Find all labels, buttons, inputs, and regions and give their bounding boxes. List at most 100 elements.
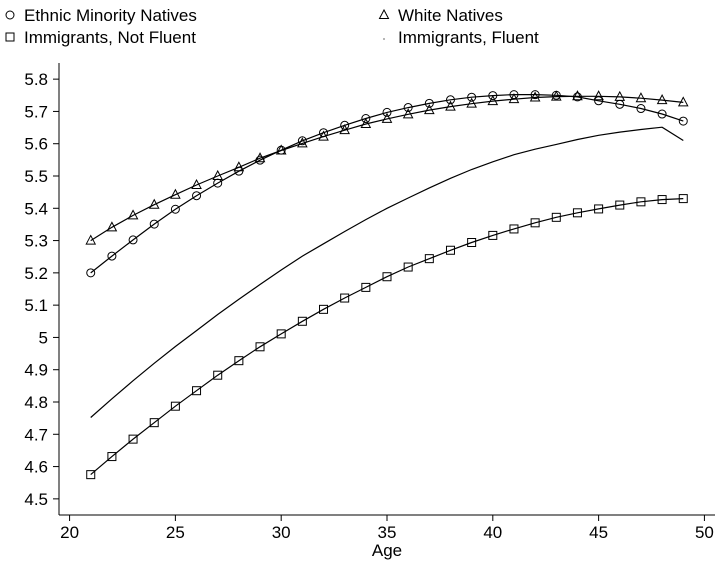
data-point-circle xyxy=(128,235,138,245)
data-point-circle xyxy=(530,90,540,100)
legend-label: White Natives xyxy=(398,6,503,25)
data-point-square xyxy=(572,208,582,218)
y-axis-ticks: 4.5 4.6 4.7 4.8 4.9 5 5.1 5.2 5.3 5.4 5.5 5.6 5.7 5.8 xyxy=(24,70,59,509)
x-tick-label: 25 xyxy=(166,523,185,542)
legend-key-triangle xyxy=(378,8,390,19)
y-tick-label: 5.7 xyxy=(24,102,48,121)
data-point-triangle xyxy=(339,124,351,135)
x-tick-label: 40 xyxy=(483,523,502,542)
data-point-circle xyxy=(636,104,646,114)
data-point-square xyxy=(382,272,392,282)
legend-item-white-natives: White Natives xyxy=(378,6,503,25)
x-axis-ticks: 20 25 30 35 40 45 50 xyxy=(60,515,714,542)
plot-area xyxy=(85,90,689,480)
series-line-immigrants-fluent xyxy=(90,126,684,418)
series-immigrants-fluent xyxy=(90,126,684,418)
data-point-triangle xyxy=(170,188,181,199)
data-point-circle xyxy=(192,191,202,201)
legend-label: Immigrants, Not Fluent xyxy=(24,28,196,47)
data-point-triangle xyxy=(297,137,308,148)
series-line-white-natives xyxy=(90,95,684,242)
data-point-circle xyxy=(657,109,667,119)
data-point-triangle xyxy=(191,178,202,190)
data-point-square xyxy=(488,230,498,240)
data-point-square xyxy=(509,224,519,234)
x-tick-label: 45 xyxy=(589,523,608,542)
data-point-triangle xyxy=(275,144,287,155)
data-point-square xyxy=(170,401,180,411)
data-point-circle xyxy=(382,107,392,117)
data-point-square xyxy=(636,197,646,207)
series-line-ethnic-minority-natives xyxy=(90,93,684,274)
y-tick-label: 5.5 xyxy=(24,167,48,186)
data-point-square xyxy=(594,204,604,214)
data-point-square xyxy=(678,194,688,204)
data-point-triangle xyxy=(529,91,541,102)
data-point-square xyxy=(128,434,138,444)
y-tick-label: 5.6 xyxy=(24,135,48,154)
data-point-circle xyxy=(107,251,117,261)
x-tick-label: 20 xyxy=(60,523,79,542)
data-point-square xyxy=(403,262,413,272)
data-point-triangle xyxy=(487,95,499,106)
data-point-circle xyxy=(445,95,455,105)
series-immigrants-not-fluent xyxy=(86,194,688,480)
data-point-circle xyxy=(678,116,688,126)
data-point-triangle xyxy=(85,234,97,245)
y-tick-label: 5.1 xyxy=(24,296,48,315)
data-point-circle xyxy=(86,268,96,278)
data-point-triangle xyxy=(445,100,456,111)
data-point-triangle xyxy=(614,90,626,101)
data-point-square xyxy=(192,386,202,396)
y-tick-label: 4.6 xyxy=(24,458,48,477)
data-point-triangle xyxy=(254,152,266,163)
y-tick-label: 4.9 xyxy=(24,361,48,380)
data-point-circle xyxy=(467,92,477,102)
legend-key-square xyxy=(5,32,15,42)
data-point-triangle xyxy=(148,198,160,209)
legend-label: Ethnic Minority Natives xyxy=(24,6,197,25)
y-tick-label: 4.8 xyxy=(24,393,48,412)
legend-item-immigrants-not-fluent: Immigrants, Not Fluent xyxy=(5,28,196,47)
data-point-square xyxy=(107,452,117,462)
series-white-natives xyxy=(85,90,689,245)
y-tick-label: 5.4 xyxy=(24,199,48,218)
legend-key-dot xyxy=(383,38,385,40)
data-point-square xyxy=(234,356,244,366)
data-point-triangle xyxy=(318,130,329,141)
data-point-square xyxy=(340,293,350,303)
legend: Ethnic Minority Natives White Natives Immi… xyxy=(5,6,539,47)
data-point-triangle xyxy=(572,90,583,101)
data-point-circle xyxy=(488,91,498,101)
x-axis-label: Age xyxy=(372,541,402,560)
data-point-circle xyxy=(170,204,180,214)
data-point-circle xyxy=(361,114,371,124)
x-tick-label: 50 xyxy=(695,523,714,542)
y-tick-label: 5 xyxy=(39,328,48,347)
data-point-square xyxy=(615,200,625,210)
data-point-square xyxy=(530,218,540,228)
y-tick-label: 5.8 xyxy=(24,70,48,89)
data-point-triangle xyxy=(466,97,477,108)
axes: 4.5 4.6 4.7 4.8 4.9 5 5.1 5.2 5.3 5.4 5.5 5.6 5.7 5.8… xyxy=(24,63,715,560)
data-point-square xyxy=(657,195,667,205)
data-point-triangle xyxy=(508,93,520,104)
series-line-immigrants-not-fluent xyxy=(90,198,684,476)
data-point-triangle xyxy=(212,169,224,180)
data-point-circle xyxy=(297,136,307,146)
data-point-square xyxy=(467,238,477,248)
y-tick-label: 5.2 xyxy=(24,264,48,283)
data-point-square xyxy=(213,370,223,380)
series-ethnic-minority-natives xyxy=(86,90,688,278)
y-tick-label: 4.5 xyxy=(24,490,48,509)
data-point-square xyxy=(149,418,159,428)
data-point-square xyxy=(361,282,371,292)
data-point-square xyxy=(255,342,265,352)
data-point-circle xyxy=(403,103,413,113)
data-point-square xyxy=(276,329,286,339)
data-point-square xyxy=(424,254,434,264)
legend-key-circle xyxy=(5,10,15,20)
x-tick-label: 30 xyxy=(272,523,291,542)
data-point-triangle xyxy=(677,96,689,107)
